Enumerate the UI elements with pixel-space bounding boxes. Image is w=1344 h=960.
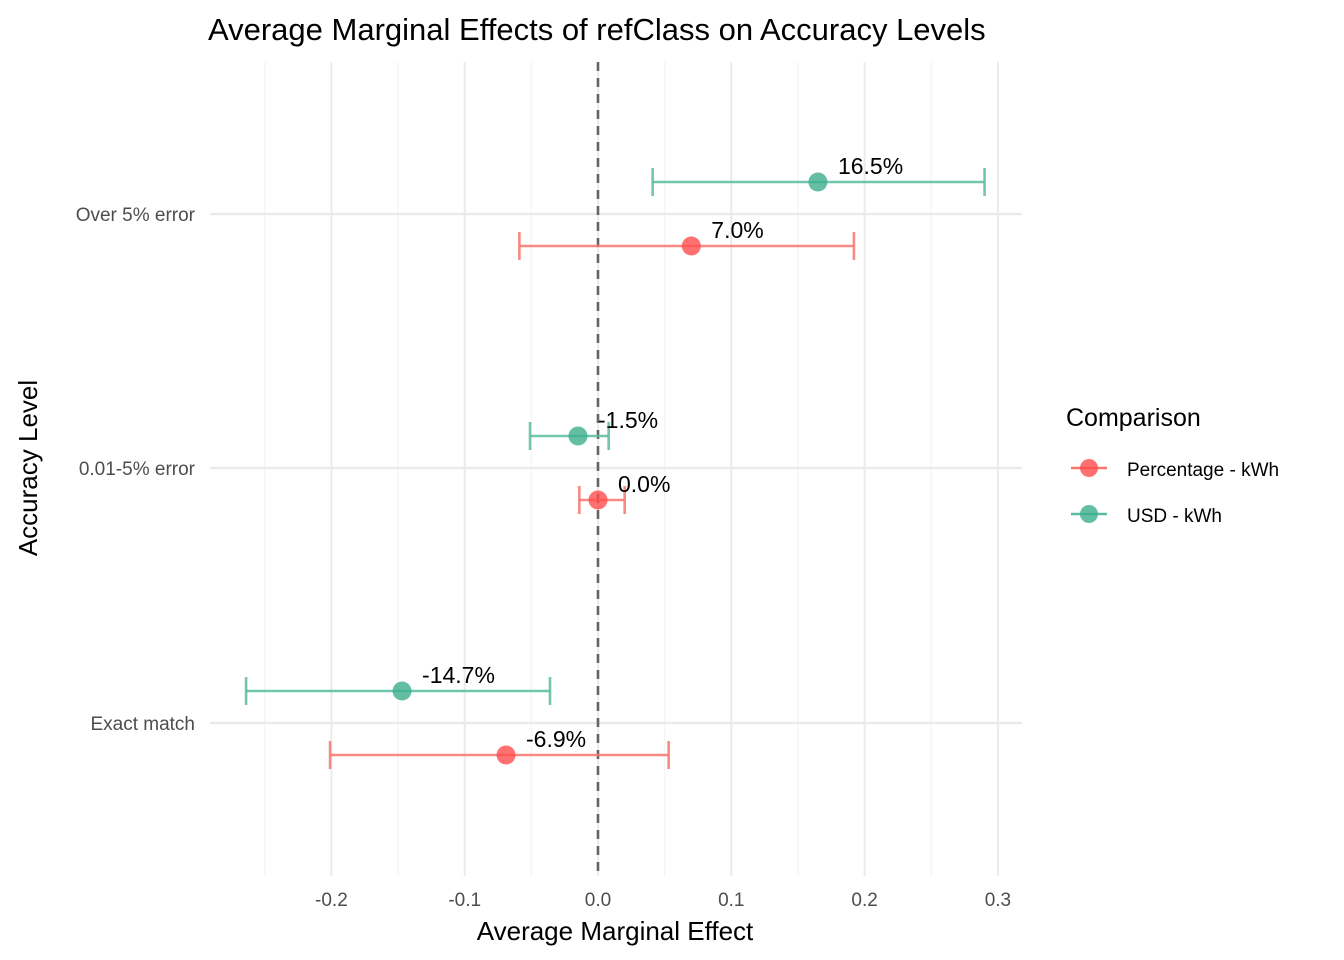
data-label-usd-kwh-over-5-error: 16.5% xyxy=(838,153,903,179)
marks-layer: 7.0% 0.0% -6.9% 16.5% -1.5% -14.7% xyxy=(244,153,986,769)
estimate-point-percentage-kwh-exact-match xyxy=(496,745,516,765)
legend-item-percentage: Percentage - kWh xyxy=(1071,459,1279,481)
legend-title: Comparison xyxy=(1066,404,1201,432)
y-axis-title: Accuracy Level xyxy=(13,380,43,556)
estimate-point-usd-kwh-over-5-error xyxy=(808,172,828,192)
data-label-percentage-kwh-over-5-error: 7.0% xyxy=(711,217,763,243)
x-tick-label: 0.2 xyxy=(851,890,877,911)
y-tick-label: Exact match xyxy=(90,714,195,735)
legend-item-usd: USD - kWh xyxy=(1071,505,1222,527)
legend-key-point-usd xyxy=(1080,505,1098,523)
estimate-point-usd-kwh-0-01-5-error xyxy=(568,426,588,446)
data-label-usd-kwh-0-01-5-error: -1.5% xyxy=(598,407,658,433)
estimate-point-percentage-kwh-0-01-5-error xyxy=(588,490,608,510)
estimate-point-percentage-kwh-over-5-error xyxy=(681,236,701,256)
x-tick-label: 0.3 xyxy=(985,890,1011,911)
y-tick-label: 0.01-5% error xyxy=(79,459,196,480)
legend-label-percentage: Percentage - kWh xyxy=(1127,460,1279,481)
x-tick-label: 0.0 xyxy=(585,890,611,911)
estimate-point-usd-kwh-exact-match xyxy=(392,681,412,701)
legend-label-usd: USD - kWh xyxy=(1127,506,1222,527)
x-tick-label: -0.2 xyxy=(315,890,348,911)
data-label-usd-kwh-exact-match: -14.7% xyxy=(422,662,495,688)
data-label-percentage-kwh-exact-match: -6.9% xyxy=(526,726,586,752)
x-axis-title: Average Marginal Effect xyxy=(477,916,754,946)
legend-key-point-percentage xyxy=(1080,459,1098,477)
legend: Comparison Percentage - kWh USD - kWh xyxy=(1066,404,1279,527)
chart-title: Average Marginal Effects of refClass on … xyxy=(208,12,986,47)
data-label-percentage-kwh-0-01-5-error: 0.0% xyxy=(618,471,670,497)
y-tick-label: Over 5% error xyxy=(76,205,196,226)
x-tick-label: -0.1 xyxy=(448,890,481,911)
x-tick-label: 0.1 xyxy=(718,890,744,911)
tick-label-layer: -0.2 -0.1 0.0 0.1 0.2 0.3 Over 5% error 0.01-5%… xyxy=(76,205,1011,911)
